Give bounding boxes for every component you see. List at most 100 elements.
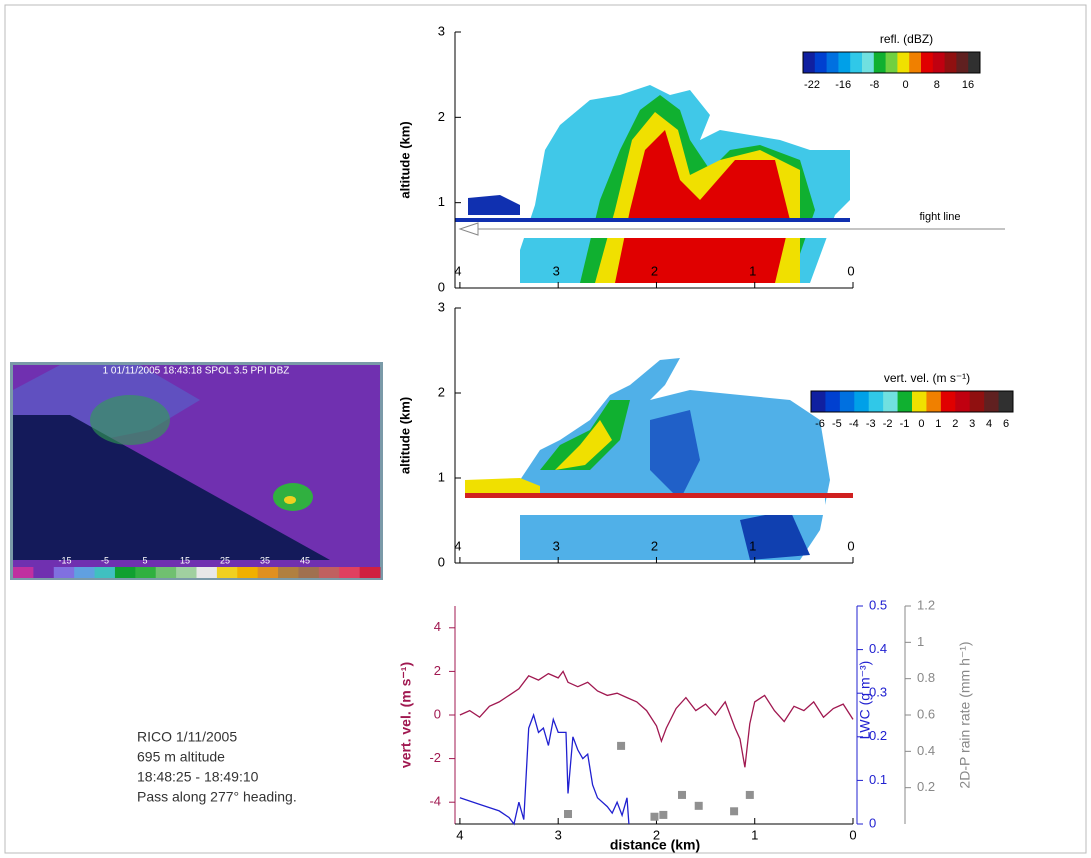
colorbar-cell [94, 567, 116, 578]
rain-marker [678, 790, 687, 799]
colorbar-label: -3 [866, 418, 876, 430]
x-tick-label: 2 [651, 263, 658, 278]
x-tick-label: 3 [555, 827, 562, 842]
colorbar-cell [955, 391, 971, 412]
y-tick-label: 2 [438, 109, 445, 124]
y-axis-label: altitude (km) [397, 121, 412, 198]
y-tick-label: 2 [438, 384, 445, 399]
x-tick-label: 4 [454, 263, 461, 278]
y-tick-label: 4 [434, 619, 441, 634]
colorbar-cell [897, 391, 913, 412]
rain-marker [730, 807, 739, 816]
colorbar-cell [940, 391, 956, 412]
colorbar-cell [216, 567, 238, 578]
frame [4, 4, 1087, 854]
colorbar-title: vert. vel. (m s⁻¹) [884, 371, 970, 385]
colorbar-cell [825, 391, 841, 412]
colorbar-cell [135, 567, 157, 578]
y-tick-label: 0 [434, 706, 441, 721]
colorbar-cell [838, 52, 851, 73]
colorbar-label: 6 [1003, 418, 1009, 430]
y-tick-label: 0 [438, 279, 445, 294]
y-tick-label: -4 [429, 794, 441, 809]
colorbar-label: 25 [220, 555, 230, 565]
colorbar-cell [803, 52, 816, 73]
colorbar-label: -8 [870, 79, 880, 91]
caption-line: Pass along 277° heading. [137, 789, 297, 805]
colorbar-cell [885, 52, 898, 73]
series-line [459, 712, 630, 826]
colorbar-label: 1 [935, 418, 941, 430]
x-tick-label: 3 [553, 263, 560, 278]
caption-line: RICO 1/11/2005 [137, 729, 237, 745]
colorbar-cell [359, 567, 381, 578]
colorbar-cell [814, 52, 828, 73]
colorbar-cell [278, 567, 299, 578]
y-tick-label: 1 [917, 634, 924, 649]
colorbar-label: 4 [986, 418, 992, 430]
colorbar-cell [998, 391, 1014, 412]
y-tick-label: 0.6 [917, 706, 935, 721]
x-tick-label: 0 [849, 827, 856, 842]
y-tick-label: 0.3 [869, 685, 887, 700]
colorbar-cell [339, 567, 361, 578]
colorbar-label: -16 [835, 79, 851, 91]
colorbar-cell [984, 391, 1000, 412]
colorbar-cell [932, 52, 946, 73]
y-tick-label: 0 [438, 554, 445, 569]
colorbar-label: 15 [180, 555, 190, 565]
y-tick-label: 2 [434, 663, 441, 678]
colorbar-label: 3 [969, 418, 975, 430]
colorbar-cell [196, 567, 218, 578]
y-tick-label: 3 [438, 299, 445, 314]
colorbar-cell [33, 567, 55, 578]
rain-marker [564, 810, 573, 819]
x-axis-label: distance (km) [610, 837, 700, 853]
colorbar-cell [956, 52, 969, 73]
annotation: fight line [920, 211, 961, 223]
colorbar-frame [802, 51, 981, 74]
refl-field [455, 85, 1005, 283]
colorbar-cell [862, 52, 875, 73]
colorbar-label: 16 [962, 79, 974, 91]
y-tick-label: 1 [438, 469, 445, 484]
colorbar-label: 0 [903, 79, 909, 91]
colorbar-cell [897, 52, 910, 73]
y-tick-label: 1.2 [917, 597, 935, 612]
x-tick-label: 4 [454, 538, 461, 553]
colorbar-cell [257, 567, 279, 578]
caption-line: 18:48:25 - 18:49:10 [137, 769, 259, 785]
rain-marker [659, 810, 668, 819]
colorbar-label: 5 [142, 555, 147, 565]
colorbar-label: 35 [260, 555, 270, 565]
colorbar-cell [868, 391, 884, 412]
colorbar-label: -22 [804, 79, 820, 91]
colorbar-cell [826, 52, 839, 73]
rain-marker [694, 801, 703, 810]
y-tick-label: 0.4 [869, 641, 887, 656]
colorbar-cell [873, 52, 887, 73]
colorbar-cell [237, 567, 259, 578]
colorbar-frame [810, 390, 1014, 413]
colorbar-label: 2 [952, 418, 958, 430]
x-tick-label: 1 [749, 263, 756, 278]
colorbar-cell [909, 52, 922, 73]
x-tick-label: 0 [847, 263, 854, 278]
colorbar-cell [13, 567, 34, 578]
y-tick-label: 0 [869, 815, 876, 830]
x-tick-label: 0 [847, 538, 854, 553]
colorbar-cell [53, 567, 75, 578]
x-tick-label: 1 [749, 538, 756, 553]
colorbar-cell [839, 391, 855, 412]
ppi-title: 1 01/11/2005 18:43:18 SPOL 3.5 PPI DBZ [103, 366, 290, 377]
colorbar-cell [155, 567, 177, 578]
rain-marker [650, 812, 659, 821]
colorbar-cell [850, 52, 863, 73]
y-axis-label: vert. vel. (m s⁻¹) [398, 662, 414, 768]
colorbar-label: -2 [883, 418, 893, 430]
y-tick-label: -2 [429, 750, 441, 765]
x-tick-label: 1 [751, 827, 758, 842]
x-tick-label: 4 [456, 827, 463, 842]
y-tick-label: 0.2 [869, 728, 887, 743]
